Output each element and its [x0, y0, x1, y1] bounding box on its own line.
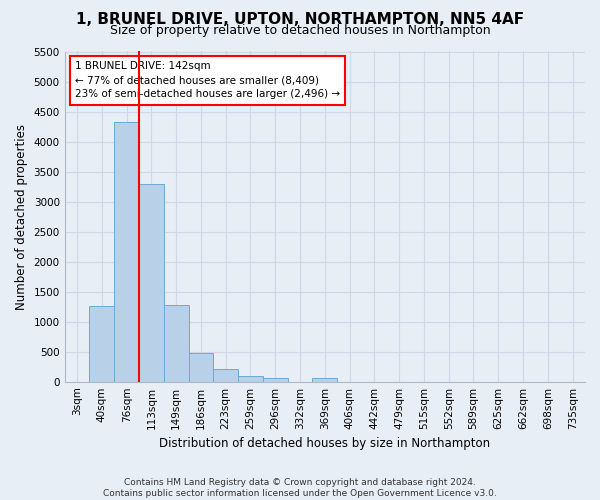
Bar [139, 184, 164, 382]
Text: Size of property relative to detached houses in Northampton: Size of property relative to detached ho… [110, 24, 490, 37]
Bar [164, 305, 188, 382]
Bar [263, 378, 287, 382]
Text: 1 BRUNEL DRIVE: 142sqm
← 77% of detached houses are smaller (8,409)
23% of semi-: 1 BRUNEL DRIVE: 142sqm ← 77% of detached… [75, 62, 340, 100]
Text: Contains HM Land Registry data © Crown copyright and database right 2024.
Contai: Contains HM Land Registry data © Crown c… [103, 478, 497, 498]
Bar [89, 306, 114, 382]
Text: 1, BRUNEL DRIVE, UPTON, NORTHAMPTON, NN5 4AF: 1, BRUNEL DRIVE, UPTON, NORTHAMPTON, NN5… [76, 12, 524, 28]
Bar [238, 376, 263, 382]
Bar [214, 369, 238, 382]
Bar [114, 122, 139, 382]
Bar [188, 353, 214, 382]
Y-axis label: Number of detached properties: Number of detached properties [15, 124, 28, 310]
Bar [313, 378, 337, 382]
X-axis label: Distribution of detached houses by size in Northampton: Distribution of detached houses by size … [159, 437, 490, 450]
